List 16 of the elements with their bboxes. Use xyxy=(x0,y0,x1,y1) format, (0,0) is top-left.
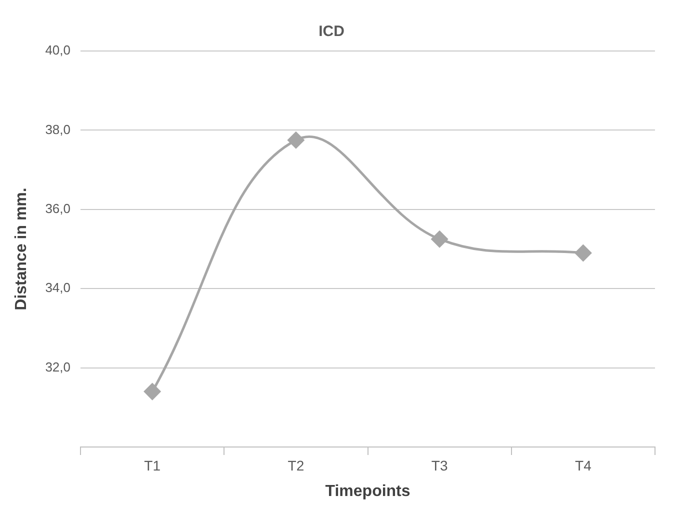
x-axis-title: Timepoints xyxy=(325,482,410,500)
point xyxy=(144,383,161,400)
y-tick-label: 36,0 xyxy=(45,200,70,216)
y-tick-label: 40,0 xyxy=(45,42,70,58)
x-tick-label: T3 xyxy=(431,457,448,474)
x-tick-label: T1 xyxy=(144,457,161,474)
y-tick-label: 38,0 xyxy=(45,122,70,137)
y-tick-label: 32,0 xyxy=(45,359,70,374)
point xyxy=(574,244,592,262)
point xyxy=(431,230,448,248)
chart-title: ICD xyxy=(318,23,345,40)
x-tick-label: T2 xyxy=(288,457,304,474)
point xyxy=(288,132,304,148)
y-axis-title: Distance in mm. xyxy=(13,188,30,310)
x-tick-label: T4 xyxy=(575,457,592,474)
y-tick-label: 34,0 xyxy=(45,280,70,296)
